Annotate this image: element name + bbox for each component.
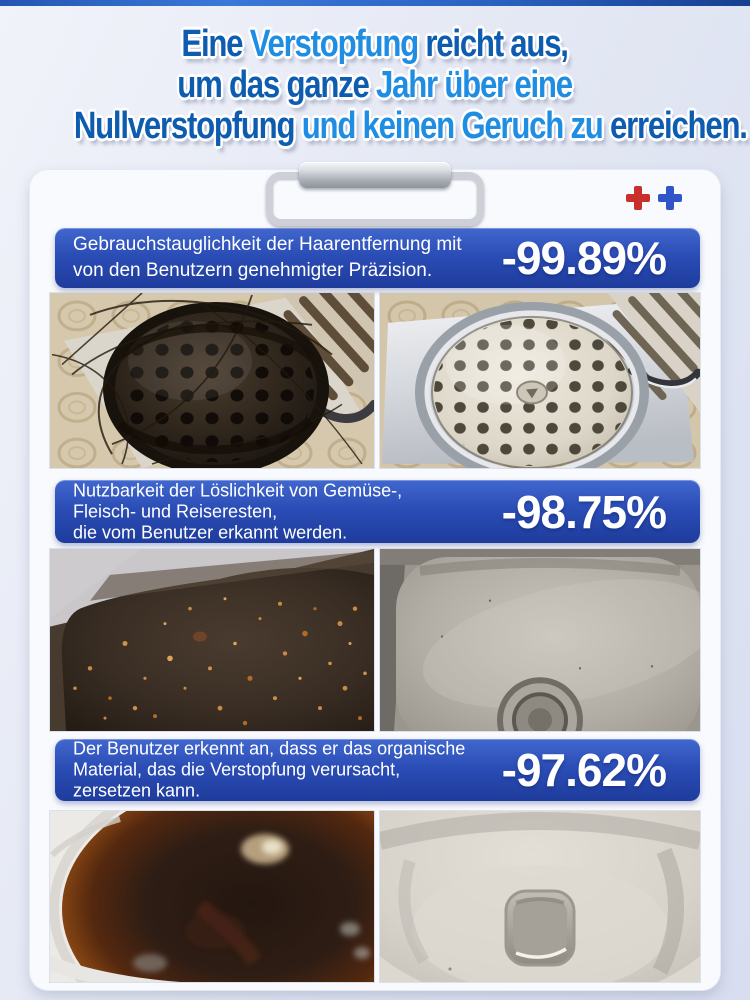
clean-sink-illustration [380, 549, 700, 731]
plus-icons [626, 186, 682, 210]
after-photo-clean-sink [380, 549, 700, 731]
headline-segment: Nullverstopfung [73, 105, 302, 147]
after-photo-clean-drain [380, 293, 700, 468]
headline-line-3: Nullverstopfung und keinen Geruch zu err… [0, 106, 750, 147]
headline-segment: und keinen Geruch zu [301, 105, 611, 147]
stat-label-line: Der Benutzer erkennt an, dass er das org… [73, 738, 466, 759]
after-photo-clean-toilet [380, 811, 700, 982]
stat-label-line: Nutzbarkeit der Löslichkeit von Gemüse-, [73, 480, 403, 500]
stat-label-line: Fleisch- und Reiseresten, [73, 501, 278, 521]
headline-segment: Verstopfung [250, 23, 426, 65]
headline-segment: um das ganze [177, 64, 377, 106]
clip-bar [299, 162, 451, 188]
before-photo-dirty-basin [50, 549, 374, 731]
headline-line-2: um das ganze Jahr über eine [0, 65, 750, 106]
headline-segment: reicht aus, [425, 23, 570, 65]
stat-banner-organic-material: Der Benutzer erkennt an, dass er das org… [55, 739, 700, 801]
before-photo-clogged-drain [50, 293, 374, 468]
before-photo-dirty-toilet [50, 811, 374, 982]
stat-banner-food-residue: Nutzbarkeit der Löslichkeit von Gemüse-,… [55, 480, 700, 543]
clipboard-card: Gebrauchstauglichkeit der Haarentfernung… [30, 162, 720, 990]
dirty-toilet-illustration [50, 811, 374, 982]
clogged-drain-illustration [50, 293, 374, 468]
headline-segment: Eine [181, 23, 251, 65]
stat-label-line: Material, das die Verstopfung verursacht… [73, 759, 401, 780]
headline-segment: Jahr über eine [376, 64, 573, 106]
stat-banner-hair-removal: Gebrauchstauglichkeit der Haarentfernung… [55, 228, 700, 288]
stat-label-line: die vom Benutzer erkannt werden. [73, 522, 348, 542]
stat-label-line: Gebrauchstauglichkeit der Haarentfernung… [73, 234, 462, 255]
dirty-basin-illustration [50, 549, 374, 731]
clean-toilet-illustration [380, 811, 700, 982]
clipboard-clip-icon [266, 162, 484, 226]
stat-label: Der Benutzer erkennt an, dass er das org… [73, 739, 465, 802]
stat-label: Gebrauchstauglichkeit der Haarentfernung… [73, 232, 462, 284]
headline: Eine Verstopfung reicht aus, um das ganz… [0, 24, 750, 147]
stat-percentage: -98.75% [501, 485, 667, 538]
blue-plus-icon [658, 186, 682, 210]
headline-line-1: Eine Verstopfung reicht aus, [0, 24, 750, 65]
stat-percentage: -97.62% [501, 744, 667, 796]
stat-percentage: -99.89% [501, 232, 667, 284]
headline-segment: erreichen. [610, 105, 748, 147]
top-accent-bar [0, 0, 750, 6]
red-plus-icon [626, 186, 650, 210]
stat-label-line: von den Benutzern genehmigter Präzision. [73, 260, 433, 281]
stat-label-line: zersetzen kann. [73, 780, 201, 801]
clean-drain-illustration [380, 293, 700, 468]
stat-label: Nutzbarkeit der Löslichkeit von Gemüse-,… [73, 480, 402, 543]
